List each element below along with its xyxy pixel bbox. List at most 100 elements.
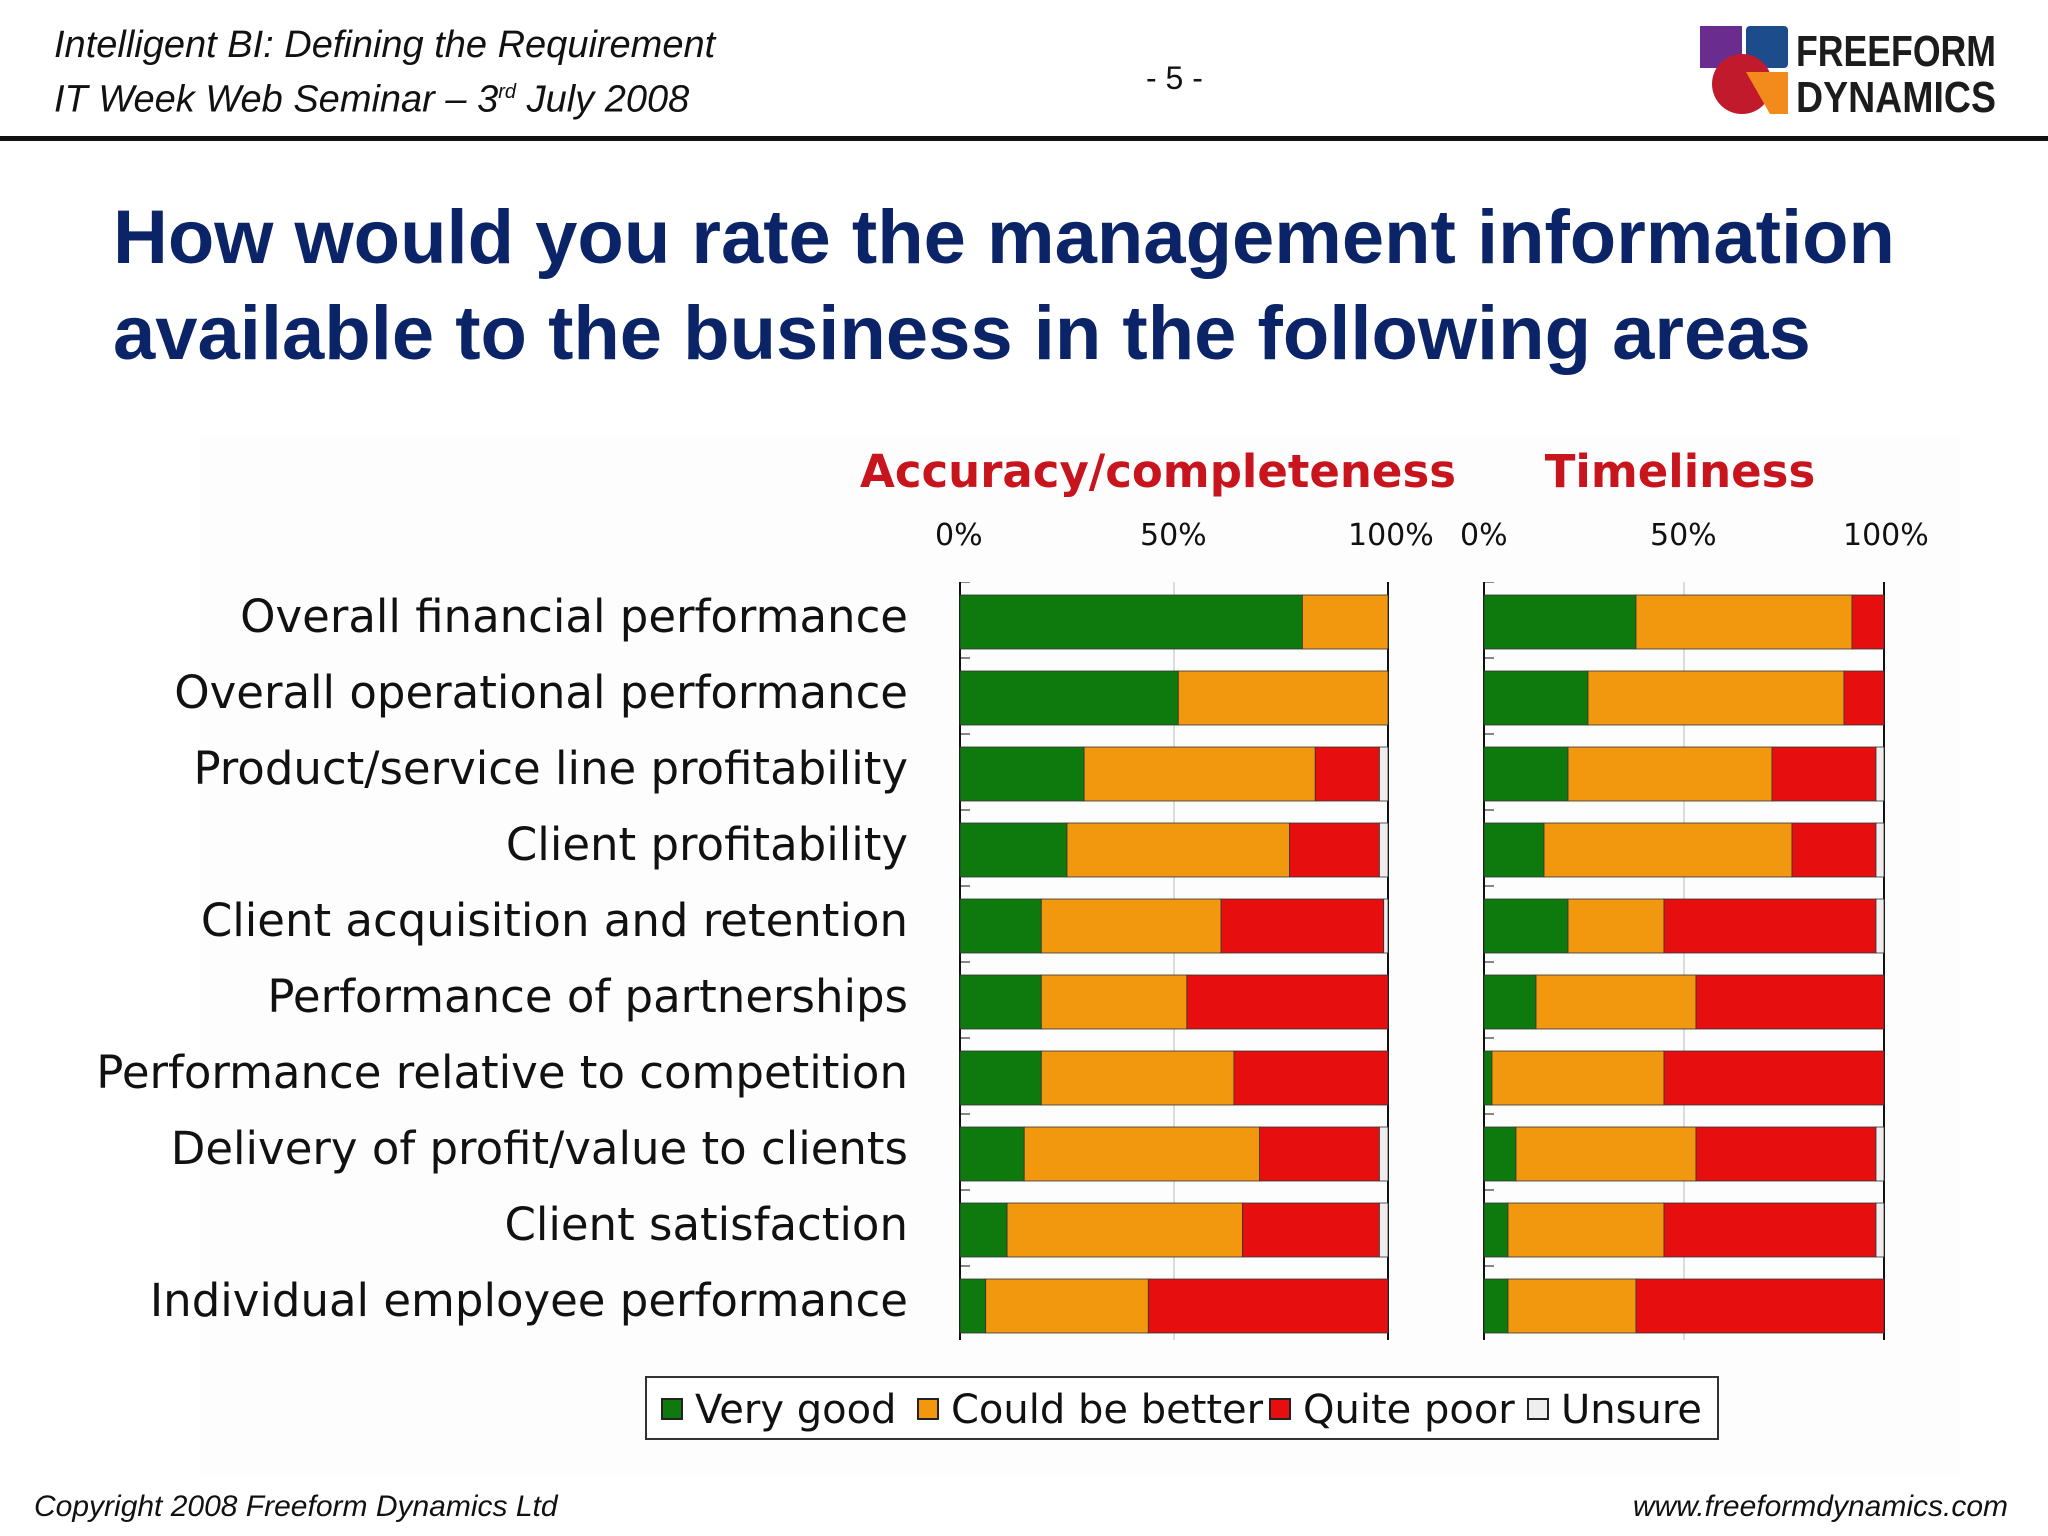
legend-label-could-be-better: Could be better: [951, 1387, 1264, 1433]
bar-segment-could-be-better: [1587, 670, 1845, 726]
bar-segment-could-be-better: [1491, 1050, 1665, 1106]
bar-segment-very-good: [1483, 1278, 1509, 1334]
chart-title-accuracy: Accuracy/completeness: [860, 445, 1457, 498]
logo-quadrant-orange: [1746, 72, 1788, 114]
bar-segment-quite-poor: [1289, 822, 1380, 878]
bar-segment-could-be-better: [1040, 974, 1188, 1030]
bar-segment-unsure: [1875, 746, 1885, 802]
bar-segment-could-be-better: [1083, 746, 1316, 802]
chart-title-timeliness: Timeliness: [1544, 445, 1816, 498]
bar-segment-could-be-better: [1066, 822, 1290, 878]
legend-label-very-good: Very good: [695, 1387, 897, 1433]
legend-label-quite-poor: Quite poor: [1303, 1387, 1515, 1433]
bar-segment-quite-poor: [1242, 1202, 1380, 1258]
bar-segment-quite-poor: [1791, 822, 1877, 878]
tick-label-100: 100%: [1843, 518, 1929, 553]
bar-segment-unsure: [1379, 1202, 1389, 1258]
bar-segment-very-good: [959, 746, 1085, 802]
category-label: Performance of partnerships: [267, 970, 908, 1023]
bar-segment-very-good: [1483, 746, 1569, 802]
bar-segment-unsure: [1875, 1202, 1885, 1258]
category-label: Delivery of profit/value to clients: [170, 1122, 908, 1175]
tick-label-0: 0%: [935, 518, 983, 553]
header-title-line1: Intelligent BI: Defining the Requirement: [54, 24, 716, 66]
header-title-line2: IT Week Web Seminar – 3rd July 2008: [54, 69, 689, 124]
bar-segment-very-good: [959, 1202, 1008, 1258]
tick-label-50: 50%: [1650, 518, 1717, 553]
bar-segment-very-good: [959, 1050, 1042, 1106]
bar-segment-quite-poor: [1635, 1278, 1885, 1334]
bar-segment-could-be-better: [1515, 1126, 1697, 1182]
bar-segment-very-good: [1483, 974, 1537, 1030]
bar-segment-very-good: [1483, 898, 1569, 954]
bar-segment-quite-poor: [1695, 1126, 1877, 1182]
bar-segment-could-be-better: [1507, 1202, 1665, 1258]
logo-quadrant-blue: [1746, 26, 1788, 68]
bar-segment-unsure: [1875, 898, 1885, 954]
bar-segment-could-be-better: [1040, 898, 1222, 954]
category-label: Performance relative to competition: [96, 1046, 908, 1099]
logo-quadrant-red: [1712, 54, 1772, 114]
legend-swatch-very-good: [661, 1398, 683, 1420]
category-labels: Overall financial performance Overall op…: [96, 590, 908, 1350]
category-label: Client acquisition and retention: [200, 894, 908, 947]
legend-swatch-quite-poor: [1269, 1398, 1291, 1420]
category-label: Client profitability: [505, 818, 908, 871]
bar-segment-quite-poor: [1695, 974, 1885, 1030]
bar-segment-could-be-better: [1301, 594, 1389, 650]
header-line2-suffix: July 2008: [516, 78, 690, 121]
bar-segment-could-be-better: [1567, 746, 1773, 802]
tick-label-50: 50%: [1140, 518, 1207, 553]
bar-segment-very-good: [959, 670, 1179, 726]
chart-legend: Very good Could be better Quite poor Uns…: [645, 1376, 1719, 1440]
bar-segment-unsure: [1379, 746, 1389, 802]
bar-segment-quite-poor: [1663, 1050, 1885, 1106]
accuracy-bar-chart: [959, 582, 1389, 1340]
bar-segment-quite-poor: [1771, 746, 1877, 802]
bar-segment-very-good: [1483, 1050, 1493, 1106]
bar-segment-very-good: [959, 974, 1042, 1030]
bar-segment-quite-poor: [1663, 898, 1877, 954]
bar-segment-could-be-better: [1040, 1050, 1235, 1106]
bar-segment-quite-poor: [1314, 746, 1380, 802]
bar-segment-unsure: [1875, 822, 1885, 878]
timeliness-bar-chart: [1483, 582, 1885, 1340]
footer-copyright: Copyright 2008 Freeform Dynamics Ltd: [34, 1490, 558, 1523]
category-label: Product/service line profitability: [193, 742, 908, 795]
bar-segment-unsure: [1383, 898, 1389, 954]
bar-segment-could-be-better: [1635, 594, 1853, 650]
bar-segment-quite-poor: [1663, 1202, 1877, 1258]
bar-segment-quite-poor: [1220, 898, 1385, 954]
page-number: - 5 -: [1146, 60, 1203, 96]
bar-segment-could-be-better: [1006, 1202, 1243, 1258]
category-label: Client satisfaction: [504, 1198, 908, 1251]
bar-segment-could-be-better: [1023, 1126, 1260, 1182]
slide-title: How would you rate the management inform…: [113, 195, 1895, 376]
footer-url: www.freeformdynamics.com: [1632, 1490, 2008, 1523]
header-line2-sup: rd: [498, 81, 517, 103]
bar-segment-could-be-better: [1567, 898, 1665, 954]
header-line2-prefix: IT Week Web Seminar – 3: [54, 78, 499, 121]
bar-segment-unsure: [1875, 1126, 1885, 1182]
tick-label-100: 100%: [1348, 518, 1434, 553]
bar-segment-very-good: [959, 1126, 1025, 1182]
bar-segment-very-good: [1483, 1126, 1517, 1182]
bar-segment-quite-poor: [1843, 670, 1885, 726]
category-label: Overall operational performance: [174, 666, 908, 719]
category-label: Individual employee performance: [149, 1274, 908, 1327]
legend-swatch-unsure: [1527, 1398, 1549, 1420]
logo-mark: FREEFORM DYNAMICS: [1700, 26, 1996, 122]
tick-label-0: 0%: [1460, 518, 1508, 553]
freeform-dynamics-logo: FREEFORM DYNAMICS: [1700, 26, 2000, 122]
category-label: Overall financial performance: [240, 590, 908, 643]
bar-segment-could-be-better: [1507, 1278, 1637, 1334]
bar-segment-very-good: [1483, 822, 1545, 878]
bar-segment-very-good: [959, 898, 1042, 954]
bar-segment-very-good: [1483, 670, 1589, 726]
logo-text-line1: FREEFORM: [1796, 27, 1996, 76]
bar-segment-could-be-better: [1543, 822, 1793, 878]
bar-segment-very-good: [959, 594, 1303, 650]
header-divider: [0, 136, 2048, 141]
bar-segment-quite-poor: [1851, 594, 1885, 650]
bar-segment-unsure: [1379, 822, 1389, 878]
